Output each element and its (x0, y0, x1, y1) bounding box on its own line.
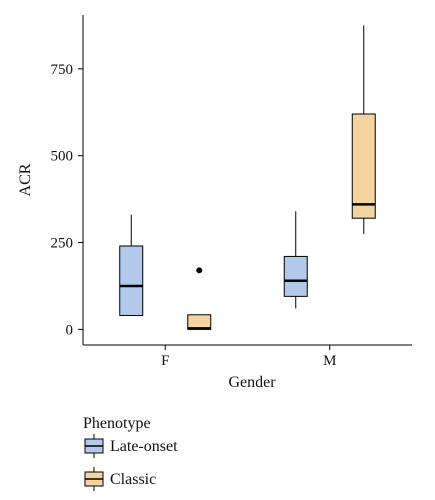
y-tick-label: 750 (51, 62, 74, 78)
legend-title: Phenotype (83, 415, 151, 432)
y-axis-ticks: 0 250 500 750 (51, 62, 83, 338)
outlier-point (196, 267, 203, 274)
legend-label: Classic (110, 471, 156, 488)
legend: Phenotype Late-onset Classic (83, 415, 178, 491)
y-axis-title: ACR (17, 163, 34, 196)
legend-key (84, 434, 104, 458)
y-tick-label: 500 (51, 149, 74, 165)
box (119, 245, 144, 316)
box-plot-marks (119, 25, 376, 330)
y-tick-label: 250 (51, 236, 74, 252)
x-tick-label: F (161, 353, 169, 369)
x-axis-title: Gender (228, 374, 276, 391)
legend-key (84, 467, 104, 491)
y-tick-label: 0 (66, 322, 74, 338)
x-tick-label: M (323, 353, 336, 369)
legend-label: Late-onset (110, 438, 178, 455)
box (283, 255, 308, 297)
box (351, 113, 376, 219)
